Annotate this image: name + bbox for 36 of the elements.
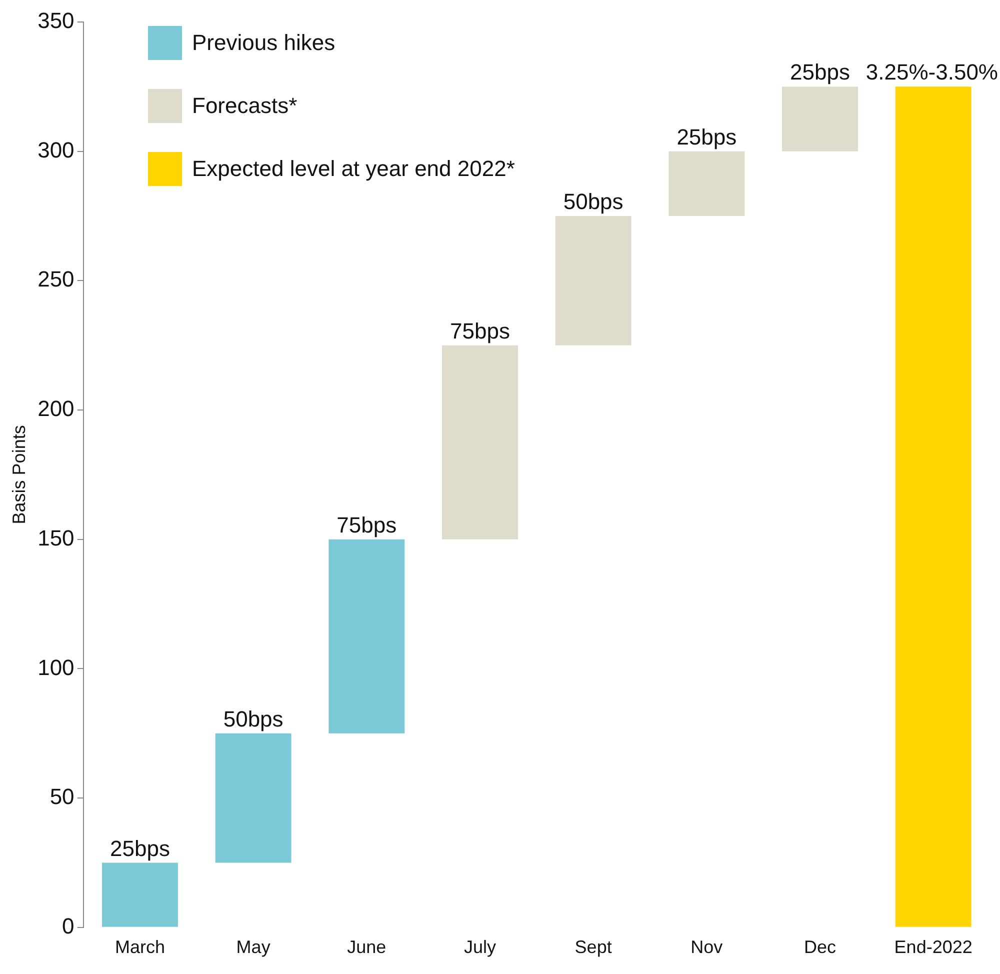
y-axis-title: Basis Points xyxy=(8,425,29,524)
y-tick-label: 100 xyxy=(38,654,74,680)
x-tick-label: Nov xyxy=(690,937,723,958)
data-label: 75bps xyxy=(336,512,397,538)
bar xyxy=(668,151,745,216)
legend-label: Expected level at year end 2022* xyxy=(192,156,515,182)
x-tick-label: Sept xyxy=(574,937,612,958)
data-label: 75bps xyxy=(450,318,510,344)
y-tick-label: 250 xyxy=(38,266,74,292)
data-label: 25bps xyxy=(790,60,850,85)
bar xyxy=(782,86,858,152)
y-tick-label: 150 xyxy=(38,525,74,550)
bar xyxy=(102,862,178,927)
x-tick-label: End-2022 xyxy=(894,937,972,958)
x-tick-label: June xyxy=(347,937,386,958)
bar xyxy=(895,86,972,927)
data-label: 50bps xyxy=(223,706,284,732)
bar xyxy=(442,345,518,540)
data-label: 25bps xyxy=(676,124,737,150)
annotation: 3.25%-3.50% xyxy=(866,60,998,85)
y-tick-label: 50 xyxy=(50,784,74,810)
x-tick-label: July xyxy=(464,937,496,958)
y-tick-label: 350 xyxy=(38,8,74,34)
x-tick-label: March xyxy=(114,937,165,958)
y-tick-label: 200 xyxy=(38,396,74,422)
bar xyxy=(328,539,405,734)
x-tick-label: Dec xyxy=(804,937,836,958)
data-label: 25bps xyxy=(110,836,170,861)
x-tick-label: May xyxy=(236,937,270,958)
legend-label: Forecasts* xyxy=(192,93,298,119)
data-label: 50bps xyxy=(563,189,624,214)
bar xyxy=(555,216,632,346)
bar xyxy=(215,733,292,863)
y-tick-label: 300 xyxy=(38,137,74,162)
y-tick-label: 0 xyxy=(62,913,74,938)
legend-label: Previous hikes xyxy=(192,30,336,56)
